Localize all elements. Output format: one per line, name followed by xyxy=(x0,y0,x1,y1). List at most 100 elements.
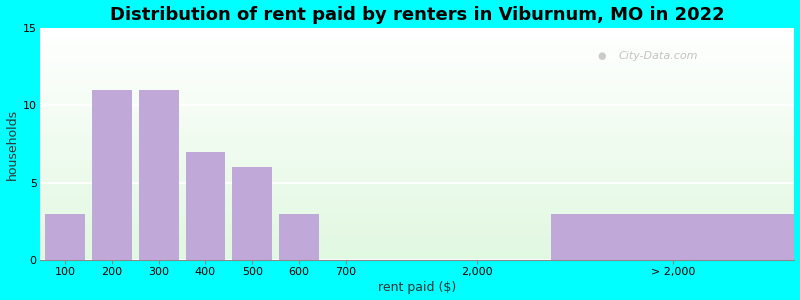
Bar xyxy=(39,206,794,207)
Bar xyxy=(39,118,794,120)
Bar xyxy=(39,99,794,100)
Bar xyxy=(39,141,794,142)
Bar xyxy=(39,80,794,81)
Bar xyxy=(39,195,794,196)
Bar xyxy=(39,251,794,252)
Bar xyxy=(39,44,794,45)
Bar xyxy=(39,170,794,171)
Bar xyxy=(39,70,794,71)
Bar xyxy=(39,117,794,119)
Bar xyxy=(39,176,794,177)
Bar xyxy=(39,171,794,172)
Bar xyxy=(39,49,794,50)
Bar xyxy=(39,236,794,237)
Bar xyxy=(39,123,794,124)
Bar xyxy=(39,158,794,159)
Bar xyxy=(39,160,794,161)
Bar xyxy=(39,146,794,148)
Bar xyxy=(39,53,794,55)
Bar xyxy=(39,182,794,184)
Bar xyxy=(39,121,794,122)
Bar xyxy=(39,110,794,112)
Bar xyxy=(39,125,794,127)
Bar xyxy=(39,66,794,68)
Bar xyxy=(39,35,794,36)
Bar xyxy=(39,254,794,256)
Bar xyxy=(39,45,794,46)
Bar xyxy=(39,36,794,37)
Bar xyxy=(39,223,794,224)
Bar xyxy=(39,156,794,157)
Bar xyxy=(39,249,794,250)
Bar xyxy=(39,216,794,217)
Bar xyxy=(39,48,794,49)
Bar xyxy=(39,144,794,145)
Bar xyxy=(39,138,794,140)
Bar xyxy=(39,221,794,222)
Bar xyxy=(39,41,794,42)
Bar xyxy=(39,56,794,57)
Bar xyxy=(39,177,794,178)
Bar xyxy=(39,55,794,56)
Bar xyxy=(186,152,226,260)
Bar xyxy=(39,116,794,117)
Bar xyxy=(39,232,794,234)
Bar xyxy=(39,203,794,205)
Bar xyxy=(39,122,794,123)
Bar xyxy=(39,244,794,245)
Bar xyxy=(39,114,794,115)
Bar xyxy=(39,133,794,134)
Bar xyxy=(39,91,794,92)
Bar xyxy=(39,28,794,29)
Bar xyxy=(39,107,794,108)
Bar xyxy=(39,103,794,105)
Bar xyxy=(39,164,794,165)
Bar xyxy=(39,140,794,141)
Bar xyxy=(39,79,794,80)
Bar xyxy=(39,243,794,244)
Bar xyxy=(39,229,794,230)
Bar xyxy=(39,73,794,74)
Bar xyxy=(39,235,794,236)
Bar xyxy=(39,230,794,231)
Bar xyxy=(39,151,794,152)
Bar xyxy=(39,246,794,247)
Bar xyxy=(39,63,794,64)
Bar xyxy=(39,112,794,113)
Bar xyxy=(39,189,794,190)
Bar xyxy=(39,172,794,173)
Bar xyxy=(39,34,794,35)
Bar xyxy=(39,193,794,194)
Bar xyxy=(39,78,794,79)
Bar xyxy=(39,214,794,215)
Bar xyxy=(39,154,794,156)
Bar xyxy=(92,90,132,260)
Bar xyxy=(39,150,794,151)
Bar xyxy=(39,109,794,110)
Bar xyxy=(39,239,794,241)
Bar xyxy=(39,93,794,94)
Bar xyxy=(39,152,794,153)
Bar xyxy=(39,213,794,214)
Bar xyxy=(39,136,794,137)
Bar xyxy=(39,234,794,235)
Bar xyxy=(39,188,794,189)
Bar xyxy=(39,87,794,88)
Bar xyxy=(39,222,794,223)
Bar xyxy=(39,108,794,109)
Bar xyxy=(39,71,794,72)
Bar xyxy=(39,161,794,163)
Bar xyxy=(39,106,794,107)
Bar xyxy=(39,186,794,187)
Bar xyxy=(39,231,794,232)
Bar xyxy=(39,72,794,73)
Bar xyxy=(39,198,794,199)
Bar xyxy=(39,115,794,116)
Bar xyxy=(39,37,794,38)
Bar xyxy=(39,238,794,239)
Bar xyxy=(39,149,794,150)
Text: City-Data.com: City-Data.com xyxy=(619,51,698,61)
Bar xyxy=(39,190,794,192)
Bar xyxy=(39,101,794,102)
Bar xyxy=(39,89,794,91)
